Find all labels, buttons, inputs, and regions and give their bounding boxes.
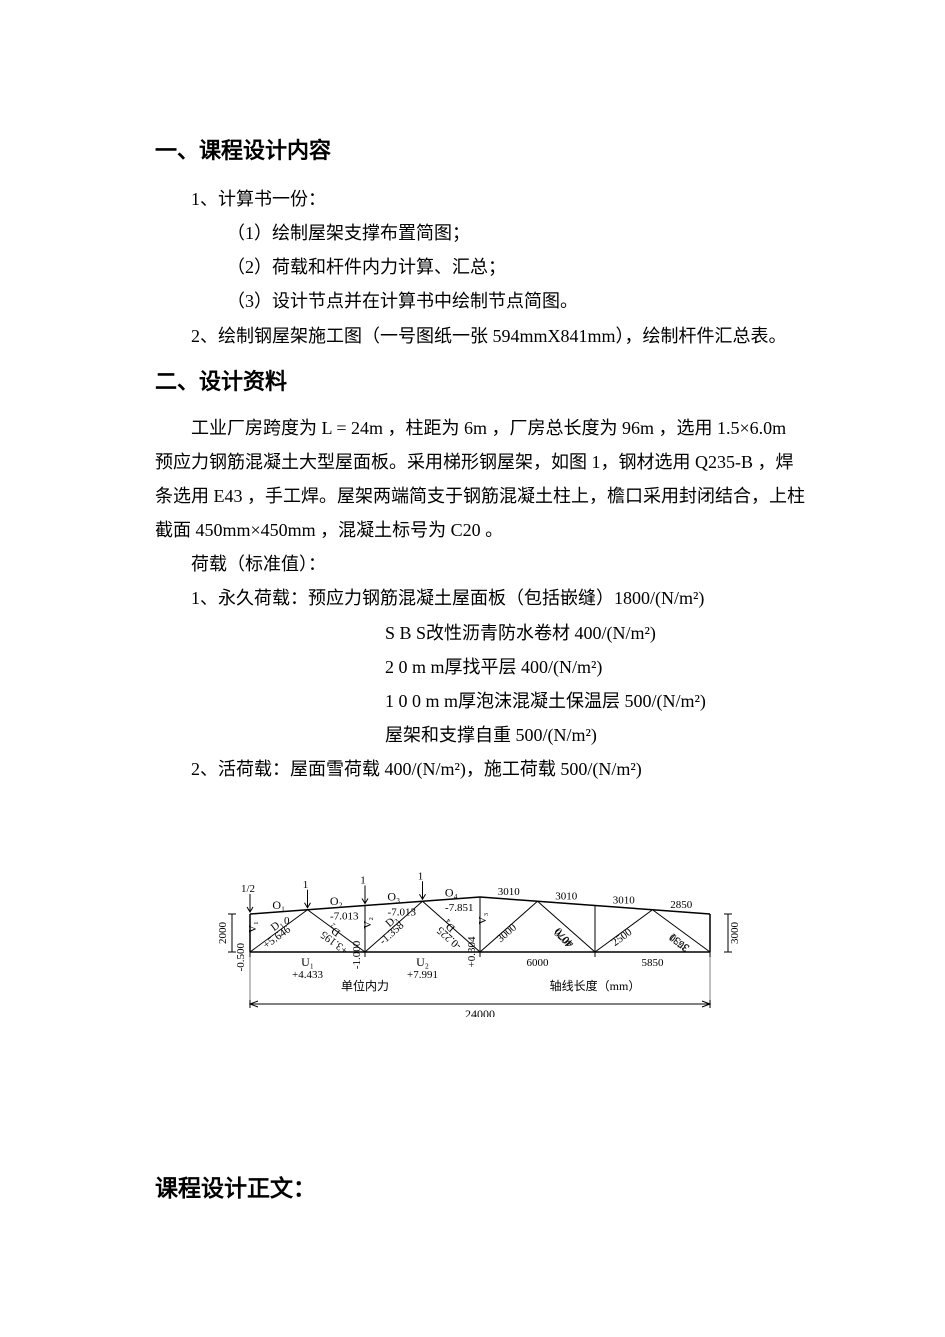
svg-text:O₃: O₃ [387, 889, 400, 903]
svg-text:轴线长度（mm）: 轴线长度（mm） [550, 978, 641, 993]
section2-title: 二、设计资料 [155, 361, 805, 403]
svg-text:-1.000: -1.000 [351, 940, 363, 969]
design-para1: 工业厂房跨度为 L = 24m ，柱距为 6m ，厂房总长度为 96m ，选用 … [155, 411, 805, 548]
svg-text:O₄: O₄ [445, 885, 458, 899]
svg-text:-7.851: -7.851 [445, 902, 473, 914]
section1-title: 一、课程设计内容 [155, 130, 805, 172]
svg-text:2850: 2850 [670, 898, 693, 910]
svg-text:1: 1 [303, 878, 309, 890]
svg-text:1: 1 [418, 870, 424, 882]
svg-text:-0.500: -0.500 [235, 942, 247, 971]
svg-text:3000: 3000 [729, 921, 741, 944]
svg-text:+4.433: +4.433 [292, 969, 323, 981]
svg-text:O₁: O₁ [272, 898, 285, 912]
load-1a: S B S改性沥青防水卷材 400/(N/m²) [155, 616, 805, 650]
sub-1-3: （3）设计节点并在计算书中绘制节点简图。 [155, 284, 805, 318]
truss-diagram: 1/2111O₁0O₂-7.013O₃-7.013O₄-7.8513010301… [155, 837, 805, 1017]
svg-text:+0.304: +0.304 [466, 936, 478, 967]
footer-title: 课程设计正文： [155, 1167, 805, 1211]
load-1b: 2 0 m m厚找平层 400/(N/m²) [155, 650, 805, 684]
svg-text:3000: 3000 [495, 921, 520, 945]
svg-text:V₃: V₃ [477, 912, 489, 924]
load-1d: 屋架和支撑自重 500/(N/m²) [155, 718, 805, 752]
svg-text:1: 1 [360, 874, 366, 886]
svg-text:U₁: U₁ [301, 955, 314, 969]
svg-text:3010: 3010 [498, 886, 521, 898]
svg-text:24000: 24000 [465, 1007, 495, 1017]
svg-text:V₁: V₁ [247, 921, 259, 933]
svg-text:U₂: U₂ [416, 955, 429, 969]
load-1c: 1 0 0 m m厚泡沫混凝土保温层 500/(N/m²) [155, 684, 805, 718]
svg-text:+7.991: +7.991 [407, 969, 438, 981]
load-1: 1、永久荷载：预应力钢筋混凝土屋面板（包括嵌缝）1800/(N/m²) [155, 581, 805, 615]
svg-text:2500: 2500 [610, 925, 635, 948]
svg-text:O₂: O₂ [330, 893, 343, 907]
item-1: 1、计算书一份： [155, 182, 805, 216]
svg-text:3631: 3631 [667, 930, 692, 953]
svg-text:单位内力: 单位内力 [341, 978, 389, 993]
load-2: 2、活荷载：屋面雪荷载 400/(N/m²)，施工荷载 500/(N/m²) [155, 752, 805, 786]
svg-text:-7.013: -7.013 [330, 910, 359, 922]
design-para2: 荷载（标准值）： [155, 547, 805, 581]
svg-text:5850: 5850 [642, 957, 665, 969]
sub-1-2: （2）荷载和杆件内力计算、汇总； [155, 250, 805, 284]
svg-text:V₂: V₂ [362, 916, 374, 928]
svg-text:3010: 3010 [613, 894, 636, 906]
sub-1-1: （1）绘制屋架支撑布置简图； [155, 216, 805, 250]
item-2: 2、绘制钢屋架施工图（一号图纸一张 594mmX841mm），绘制杆件汇总表。 [155, 319, 805, 353]
svg-text:3010: 3010 [555, 890, 578, 902]
svg-text:2000: 2000 [217, 921, 229, 944]
svg-text:6000: 6000 [527, 957, 550, 969]
svg-text:1/2: 1/2 [241, 883, 255, 895]
